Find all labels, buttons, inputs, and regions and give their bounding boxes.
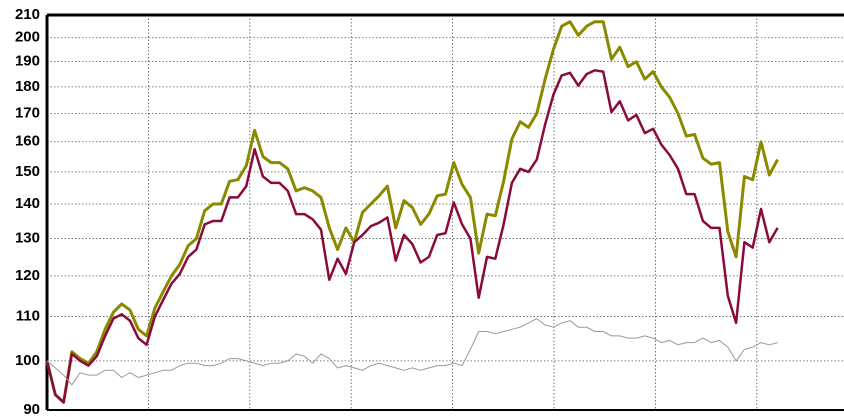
- y-tick-label: 160: [15, 133, 40, 150]
- series-line: [45, 20, 779, 404]
- y-tick-label: 110: [16, 307, 40, 324]
- y-tick-label: 190: [15, 53, 40, 70]
- y-tick-label: 180: [15, 78, 40, 95]
- y-tick-label: 130: [15, 230, 40, 247]
- y-tick-label: 140: [15, 195, 40, 212]
- y-tick-label: 120: [15, 267, 40, 284]
- series-line: [45, 69, 779, 404]
- y-tick-label: 170: [15, 104, 40, 121]
- series-line: [46, 318, 778, 386]
- y-tick-label: 210: [15, 6, 40, 23]
- y-tick-label: 150: [15, 163, 40, 180]
- y-tick-label: 100: [15, 352, 40, 369]
- y-tick-label: 90: [23, 401, 40, 417]
- y-tick-label: 200: [15, 29, 40, 46]
